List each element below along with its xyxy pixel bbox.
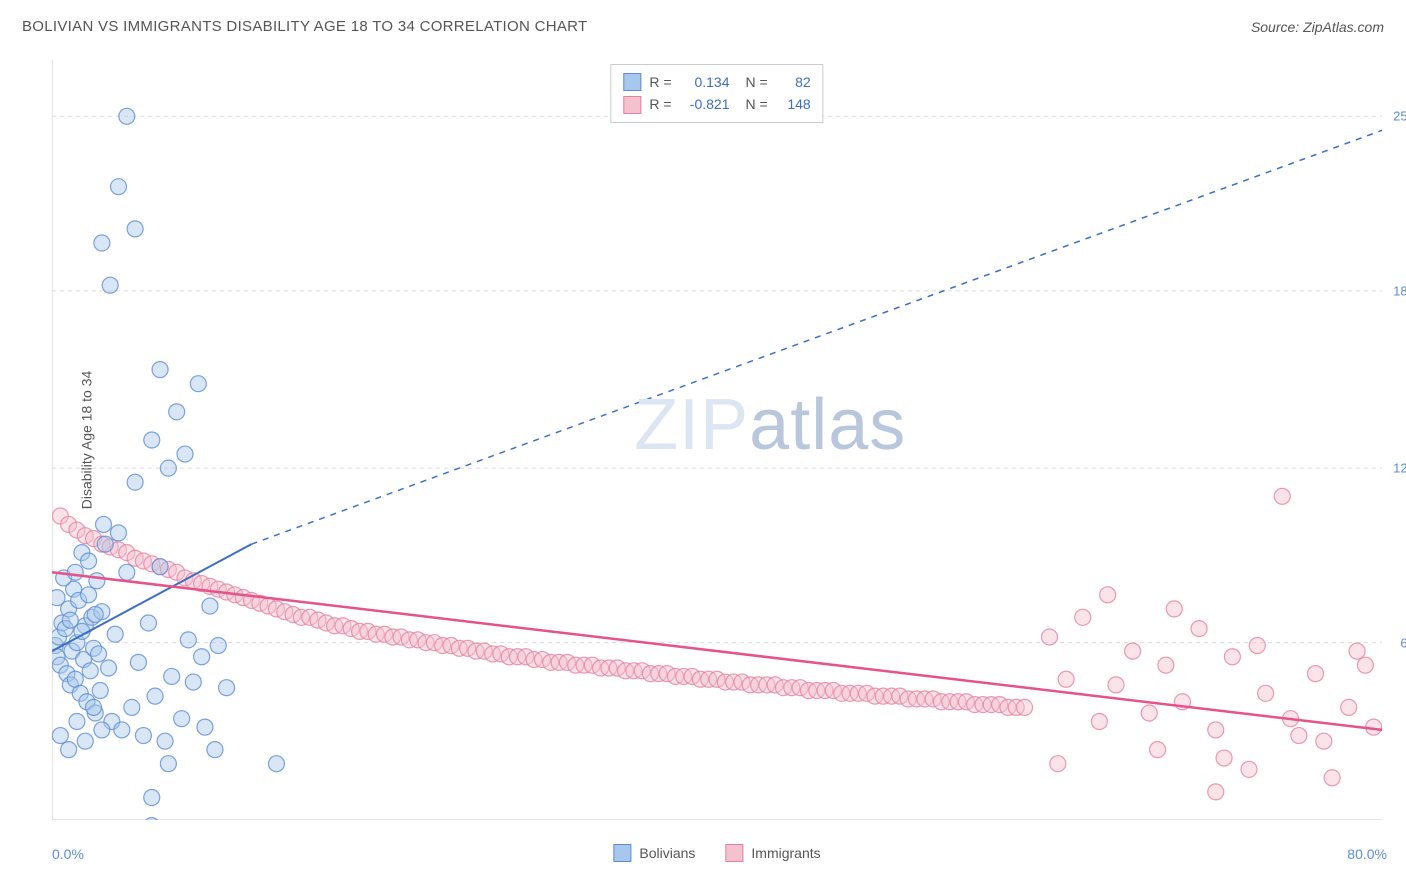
swatch-bolivians: [623, 73, 641, 91]
legend-row-immigrants: R = -0.821 N = 148: [623, 93, 810, 115]
legend-label-immigrants: Immigrants: [751, 845, 820, 861]
legend-n-label: N =: [746, 71, 768, 93]
legend-r-label: R =: [649, 93, 671, 115]
correlation-legend: R = 0.134 N = 82 R = -0.821 N = 148: [610, 64, 823, 123]
legend-r-value-1: -0.821: [680, 93, 730, 115]
legend-item-bolivians: Bolivians: [613, 844, 695, 862]
x-axis-max-label: 80.0%: [1347, 846, 1387, 862]
y-tick-label: 25.0%: [1393, 109, 1406, 124]
chart-area: ZIPatlas Disability Age 18 to 34 R = 0.1…: [52, 60, 1382, 820]
legend-n-value-1: 148: [776, 93, 811, 115]
legend-item-immigrants: Immigrants: [725, 844, 820, 862]
chart-title: BOLIVIAN VS IMMIGRANTS DISABILITY AGE 18…: [22, 18, 587, 35]
y-tick-label: 12.5%: [1393, 461, 1406, 476]
x-axis-min-label: 0.0%: [52, 846, 84, 862]
y-tick-label: 18.8%: [1393, 283, 1406, 298]
series-legend: Bolivians Immigrants: [613, 844, 820, 862]
legend-row-bolivians: R = 0.134 N = 82: [623, 71, 810, 93]
y-tick-label: 6.3%: [1400, 635, 1406, 650]
legend-n-value-0: 82: [776, 71, 811, 93]
legend-label-bolivians: Bolivians: [639, 845, 695, 861]
legend-n-label: N =: [746, 93, 768, 115]
legend-r-label: R =: [649, 71, 671, 93]
swatch-immigrants-icon: [725, 844, 743, 862]
legend-r-value-0: 0.134: [680, 71, 730, 93]
swatch-bolivians-icon: [613, 844, 631, 862]
scatter-plot: [52, 60, 1382, 820]
swatch-immigrants: [623, 96, 641, 114]
chart-header: BOLIVIAN VS IMMIGRANTS DISABILITY AGE 18…: [22, 18, 1384, 35]
chart-source: Source: ZipAtlas.com: [1251, 19, 1384, 35]
